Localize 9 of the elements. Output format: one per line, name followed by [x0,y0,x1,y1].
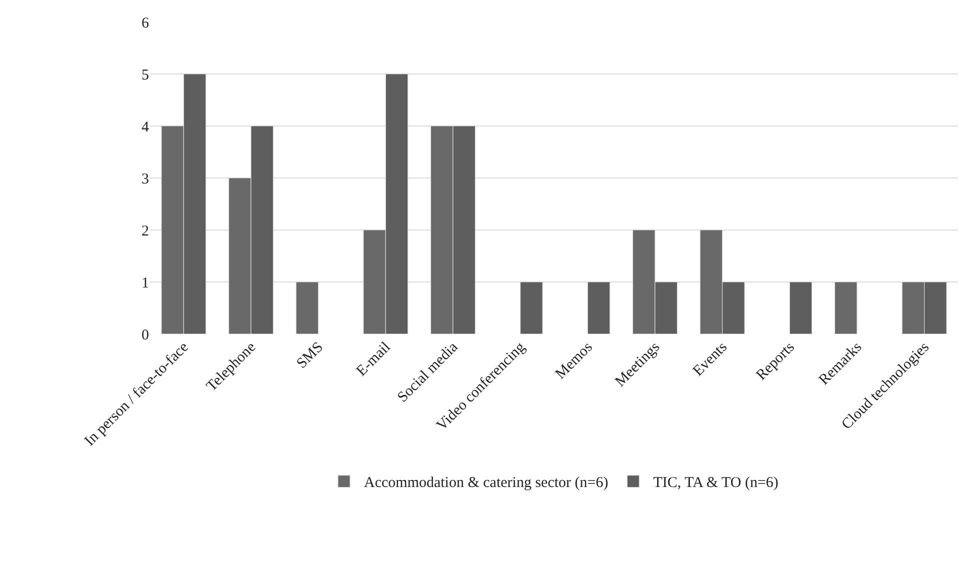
y-tick-label: 0 [142,327,149,344]
y-tick-label: 1 [142,275,149,292]
y-tick-label: 3 [142,171,149,188]
legend-label: TIC, TA & TO (n=6) [653,475,778,492]
y-tick-label: 4 [142,119,150,136]
legend-label: Accommodation & catering sector (n=6) [364,475,608,492]
y-tick-label: 6 [142,15,150,32]
y-tick-label: 2 [142,223,149,240]
y-tick-label: 5 [142,67,149,84]
